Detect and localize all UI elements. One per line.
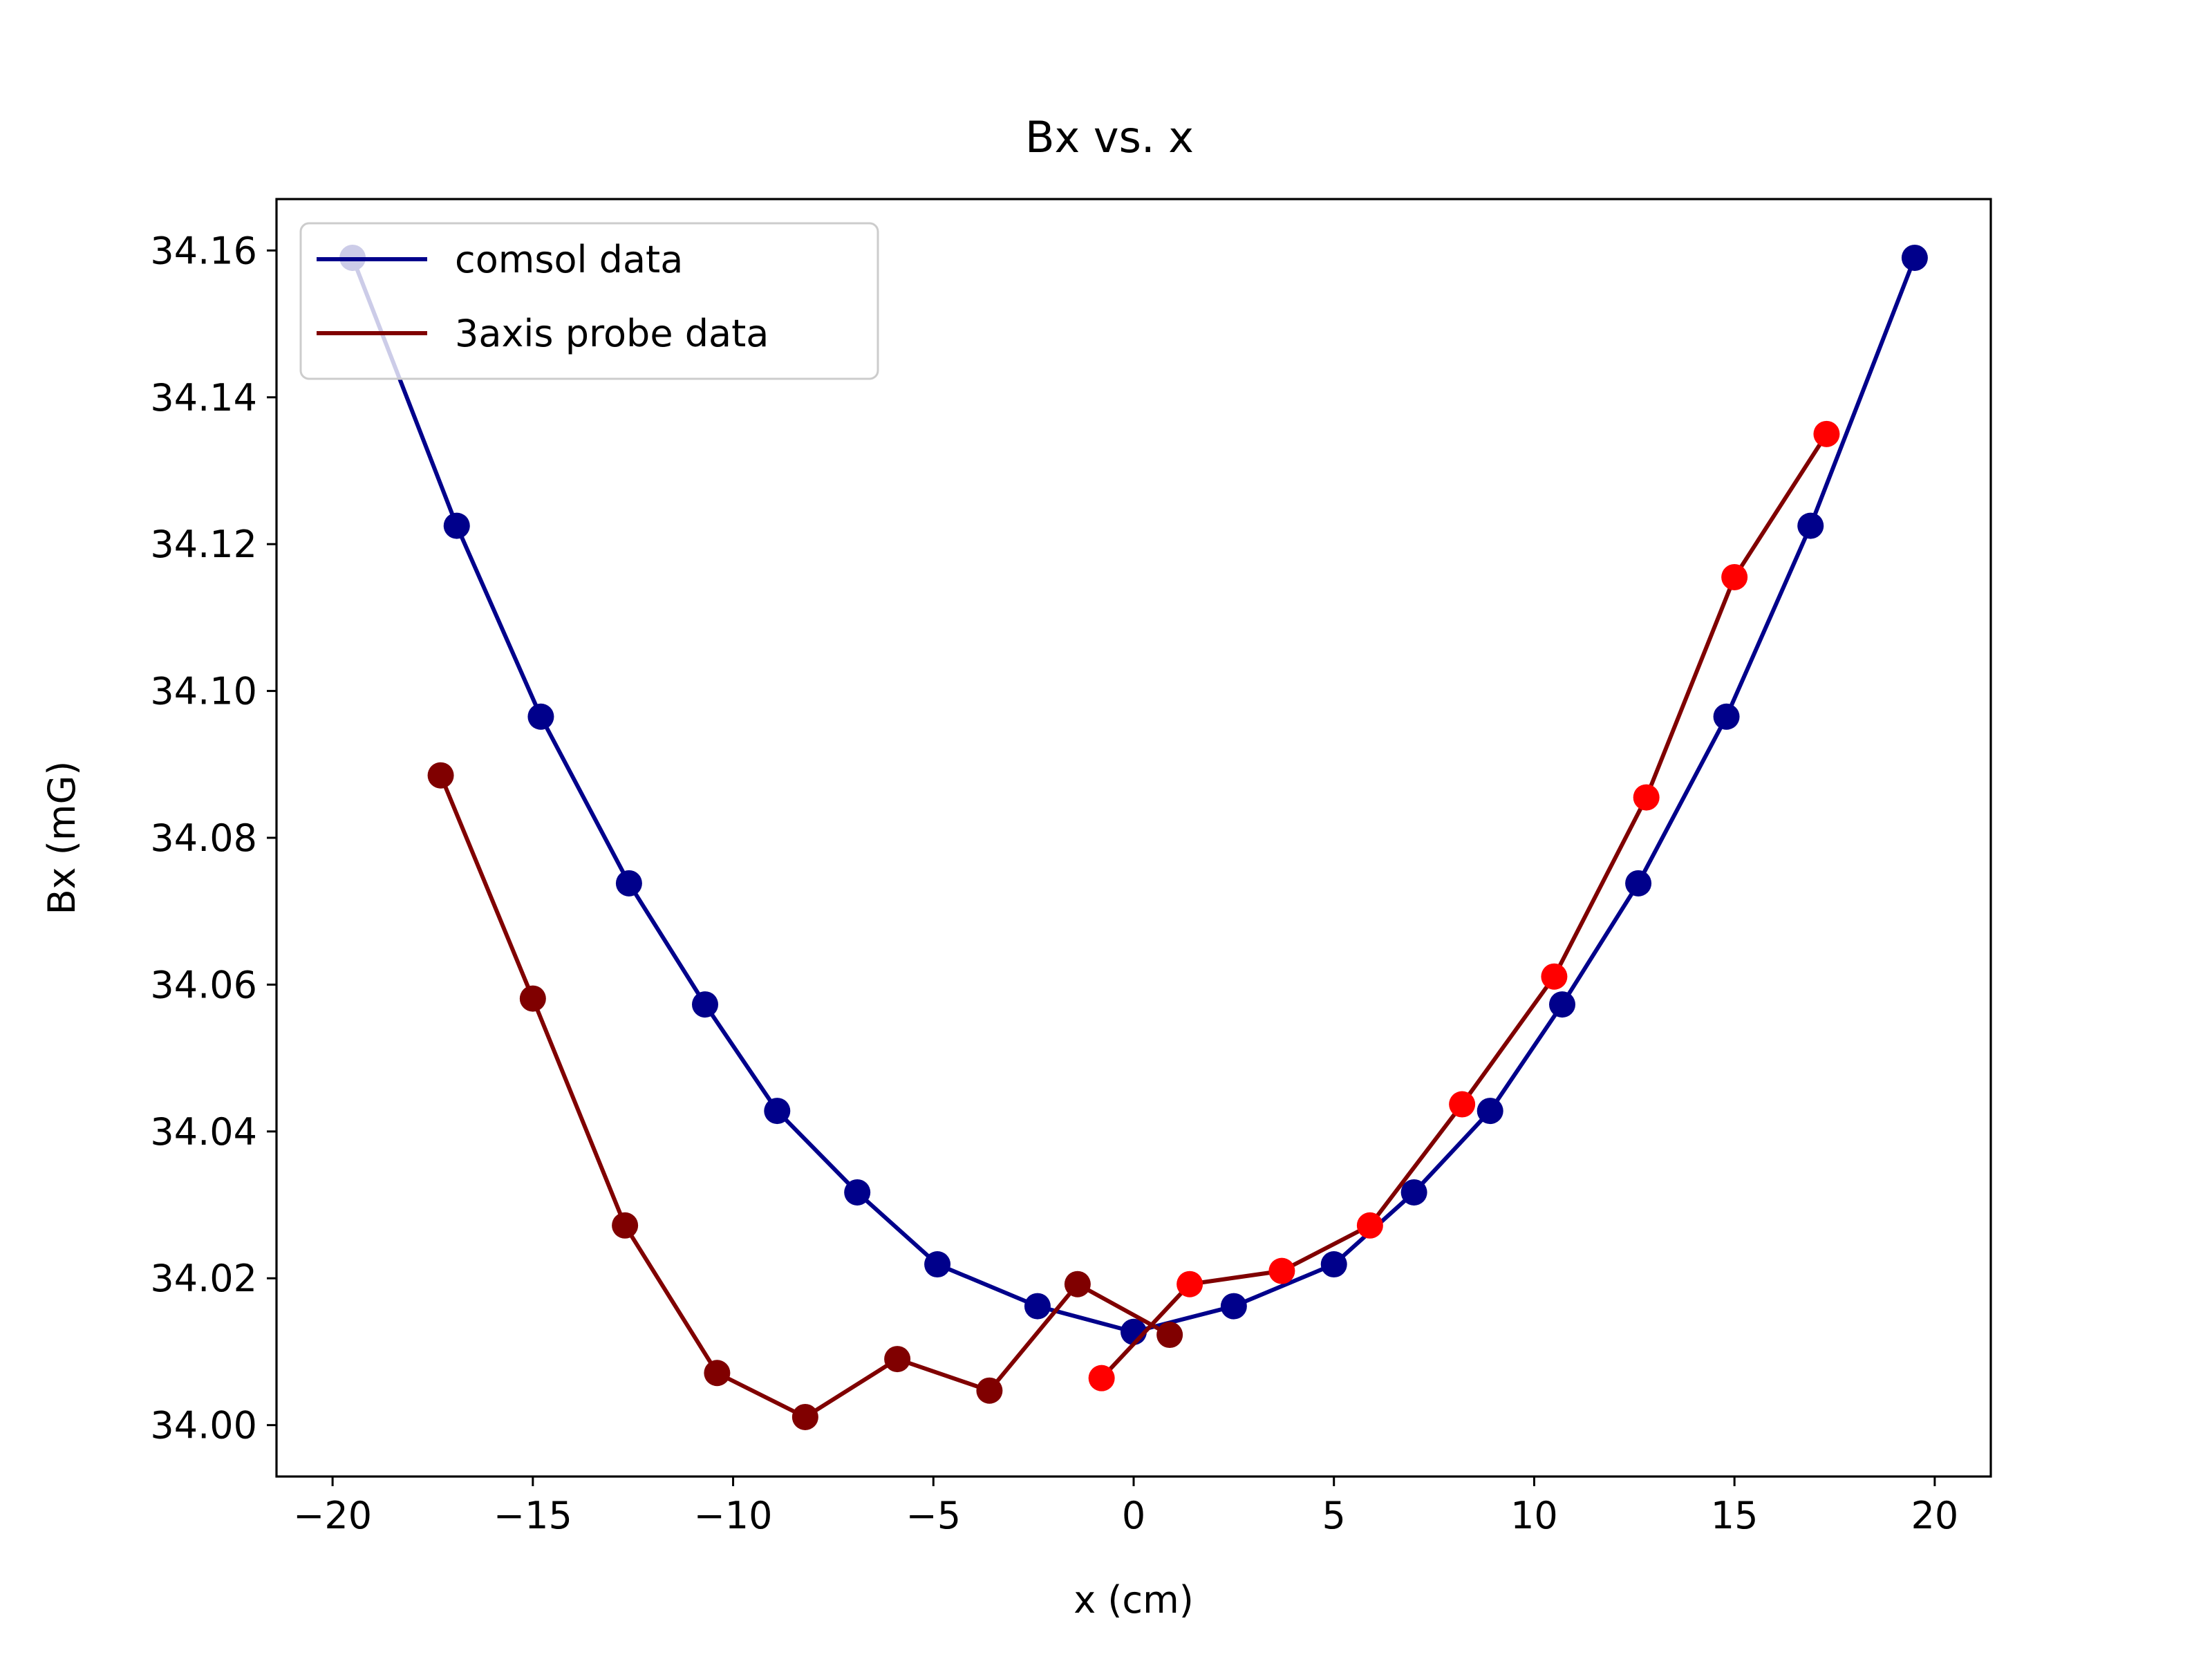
y-tick-label: 34.10 [150,670,257,713]
legend: comsol data 3axis probe data [299,222,879,380]
data-point-series-0 [1901,244,1928,271]
data-point-series-0 [615,870,642,897]
y-tick-label: 34.04 [150,1110,257,1154]
data-point-series-2 [1268,1257,1295,1284]
data-point-series-0 [844,1179,871,1206]
data-point-series-0 [764,1098,791,1125]
data-point-series-2 [1633,784,1660,811]
data-point-series-0 [1549,991,1575,1018]
data-point-series-2 [1449,1091,1476,1118]
plot-area [276,199,1991,1477]
x-axis: −20 −15 −10 −5 0 5 10 15 20 [293,1477,1958,1537]
data-point-series-1 [884,1346,911,1373]
y-tick-label: 34.08 [150,816,257,860]
legend-label-probe: 3axis probe data [455,312,769,355]
y-tick-label: 34.02 [150,1257,257,1300]
data-point-series-0 [924,1251,951,1278]
data-point-series-1 [519,985,546,1012]
data-point-series-0 [1400,1179,1427,1206]
x-tick-label: −5 [906,1494,961,1537]
data-point-series-2 [1177,1271,1203,1297]
y-axis: 34.00 34.02 34.04 34.06 34.08 34.10 34.12 34.14… [150,229,276,1447]
chart-title: Bx vs. x [1025,112,1194,162]
x-tick-label: 15 [1711,1494,1759,1537]
data-point-series-0 [692,991,718,1018]
y-tick-label: 34.06 [150,963,257,1006]
data-point-series-0 [1024,1293,1051,1320]
x-axis-label: x (cm) [1074,1578,1194,1622]
data-point-series-0 [527,703,554,730]
x-tick-label: −10 [694,1494,773,1537]
y-axis-label: Bx (mG) [40,761,84,915]
data-point-series-2 [1721,563,1748,590]
x-tick-label: −20 [293,1494,372,1537]
data-point-series-1 [612,1212,639,1239]
data-point-series-2 [1813,420,1840,447]
series-layer [339,244,1928,1430]
data-point-series-0 [1220,1293,1247,1320]
data-point-series-2 [1541,963,1568,990]
x-tick-label: −15 [494,1494,572,1537]
x-tick-label: 20 [1911,1494,1959,1537]
data-point-series-0 [1797,512,1824,539]
y-tick-label: 34.12 [150,523,257,566]
data-point-series-0 [1477,1098,1503,1125]
data-point-series-0 [443,512,470,539]
data-point-series-1 [976,1377,1003,1404]
x-tick-label: 5 [1322,1494,1346,1537]
data-point-series-1 [1156,1322,1183,1349]
legend-box [299,222,879,380]
x-tick-label: 0 [1122,1494,1145,1537]
y-tick-label: 34.16 [150,229,257,272]
data-point-series-2 [1088,1365,1115,1391]
data-point-series-1 [427,762,454,789]
data-point-series-0 [1320,1251,1347,1278]
data-point-series-0 [1625,870,1652,897]
data-point-series-0 [1713,703,1740,730]
data-point-series-1 [1064,1271,1091,1297]
data-point-series-2 [1356,1212,1383,1239]
legend-label-comsol: comsol data [455,238,683,281]
data-point-series-1 [704,1360,731,1387]
x-tick-label: 10 [1510,1494,1558,1537]
y-tick-label: 34.00 [150,1404,257,1447]
data-point-series-1 [791,1403,818,1430]
y-tick-label: 34.14 [150,376,257,420]
